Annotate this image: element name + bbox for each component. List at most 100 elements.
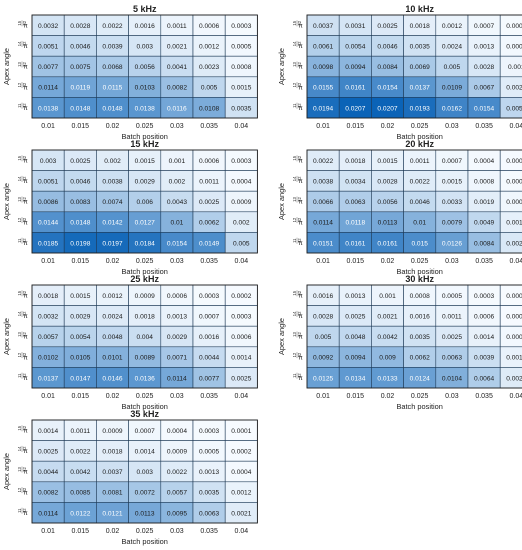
cell-value-label: 0.0035 [410,44,431,51]
svg-text:π: π [23,313,28,320]
cell-value-label: 0.0008 [410,293,431,300]
y-tick-label: 14 32π [292,310,303,320]
y-tick-label: 15 32π [292,20,303,30]
y-axis-label: Apex angle [2,453,11,490]
svg-text:32: 32 [22,238,27,243]
cell-value-label: 0.0006 [231,334,252,341]
svg-text:12: 12 [17,487,22,492]
svg-text:π: π [23,64,28,71]
y-tick-label: 12 32π [17,82,28,91]
cell-value-label: 0.0086 [38,199,59,206]
cell-value-label: 0.0028 [474,64,495,71]
x-tick-label: 0.035 [200,123,218,130]
y-tick-label: 11 32π [17,102,28,112]
cell-value-label: 0.0092 [313,355,334,362]
x-tick-label: 0.015 [347,258,365,265]
svg-text:32: 32 [22,62,27,67]
cell-value-label: 0.006 [136,199,153,206]
cell-value-label: 0.0012 [199,44,220,51]
cell-value-label: 0.0116 [167,105,187,112]
svg-text:32: 32 [297,238,302,243]
x-tick-label: 0.025 [411,123,429,130]
x-tick-label: 0.04 [509,393,522,400]
cell-value-label: 0.0084 [474,240,495,247]
cell-value-label: 0.0011 [199,179,219,186]
svg-text:15: 15 [17,155,22,160]
panel-title: 35 kHz [130,409,159,419]
cell-value-label: 0.0013 [474,44,495,51]
cell-value-label: 0.0009 [231,199,252,206]
cell-value-label: 0.0207 [345,105,366,112]
y-tick-label: 12 32π [292,82,303,91]
x-tick-label: 0.01 [41,393,55,400]
cell-value-label: 0.0013 [506,355,522,362]
svg-text:π: π [23,105,28,112]
y-tick-label: 12 32π [17,487,28,496]
cell-value-label: 0.0063 [442,355,463,362]
svg-text:32: 32 [297,103,302,108]
svg-text:π: π [298,158,303,165]
cell-value-label: 0.0031 [345,23,366,30]
cell-value-label: 0.0006 [474,314,495,321]
cell-value-label: 0.002 [104,158,121,165]
cell-value-label: 0.015 [411,240,428,247]
cell-value-label: 0.0154 [474,105,495,112]
svg-text:15: 15 [17,20,22,25]
cell-value-label: 0.0023 [506,375,522,382]
y-tick-label: 12 32π [17,352,28,361]
cell-value-label: 0.0012 [231,490,252,497]
cell-value-label: 0.0198 [70,240,91,247]
cell-value-label: 0.0161 [345,85,366,92]
cell-value-label: 0.0146 [102,375,123,382]
cell-value-label: 0.0013 [345,293,366,300]
cell-value-label: 0.003 [136,469,153,476]
cell-value-label: 0.0054 [70,334,91,341]
x-tick-label: 0.03 [445,258,459,265]
cell-value-label: 0.0003 [199,428,220,435]
cell-value-label: 0.0101 [102,355,123,362]
cell-value-label: 0.0049 [474,220,495,227]
svg-text:π: π [23,178,28,185]
cell-value-label: 0.0126 [442,240,463,247]
svg-text:32: 32 [297,290,302,295]
cell-value-label: 0.0056 [377,199,398,206]
cell-value-label: 0.0005 [199,449,220,456]
panel-frame [31,419,258,524]
cell-value-label: 0.0074 [102,199,123,206]
svg-text:π: π [298,313,303,320]
cell-value-label: 0.0104 [442,375,463,382]
cell-value-label: 0.0039 [102,44,123,51]
cell-value-label: 0.0095 [167,510,188,517]
cell-value-label: 0.0079 [442,220,463,227]
cell-value-label: 0.0046 [70,44,91,51]
svg-text:π: π [23,43,28,50]
cell-value-label: 0.0007 [442,158,463,165]
panel-frame [31,284,258,389]
y-tick-label: 13 32π [17,466,28,476]
svg-text:π: π [298,219,303,226]
cell-value-label: 0.0082 [38,490,59,497]
svg-text:15: 15 [292,290,297,295]
svg-text:14: 14 [292,176,297,181]
svg-text:32: 32 [22,82,27,87]
x-axis-label: Batch position [121,402,167,411]
x-tick-label: 0.01 [41,528,55,535]
cell-value-label: 0.0138 [135,105,156,112]
cell-value-label: 0.0115 [103,85,123,92]
y-tick-label: 13 32π [292,331,303,341]
x-tick-label: 0.035 [200,393,218,400]
cell-value-label: 0.0148 [102,105,123,112]
cell-value-label: 0.0119 [70,85,90,92]
cell-value-label: 0.0025 [199,199,220,206]
cell-value-label: 0.0004 [231,469,252,476]
svg-text:32: 32 [297,20,302,25]
svg-text:13: 13 [17,197,22,202]
y-tick-label: 12 32π [292,352,303,361]
x-tick-label: 0.03 [445,123,459,130]
y-tick-label: 14 32π [17,175,28,185]
cell-value-label: 0.0105 [70,355,91,362]
cell-value-label: 0.0003 [231,314,252,321]
y-tick-label: 14 32π [292,40,303,50]
x-axis-label: Batch position [396,402,442,411]
svg-text:32: 32 [22,197,27,202]
